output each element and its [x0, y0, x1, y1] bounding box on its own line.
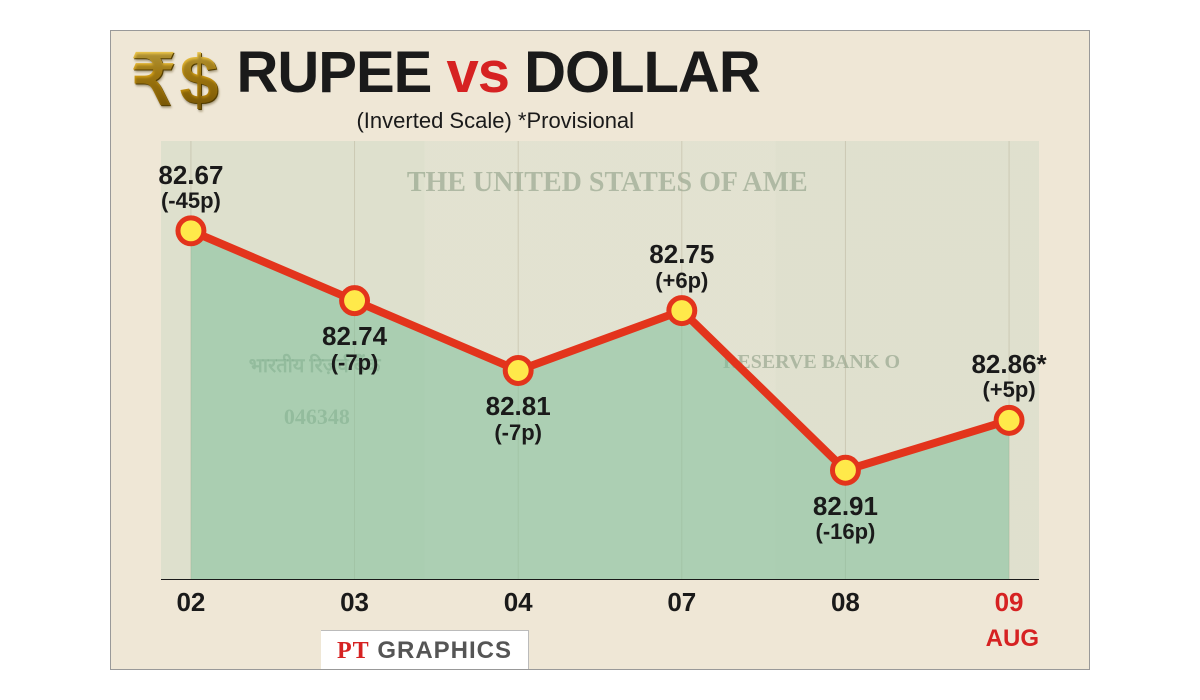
title-part1: RUPEE [236, 40, 431, 105]
header: ₹ $ RUPEE vs DOLLAR (Inverted Scale) *Pr… [131, 39, 1069, 129]
x-tick-label: 07 [667, 587, 696, 618]
value-label: 82.75 [649, 240, 714, 269]
value-label: 82.67 [158, 161, 223, 190]
x-axis-labels: 02 03 04 07 08 09 [161, 587, 1039, 627]
dollar-icon: $ [180, 45, 219, 115]
delta-label: (+5p) [971, 378, 1046, 402]
main-title: RUPEE vs DOLLAR [236, 39, 1069, 106]
x-tick-label: 08 [831, 587, 860, 618]
currency-icons: ₹ $ [131, 39, 218, 115]
data-label: 82.91(-16p) [813, 492, 878, 545]
title-vs: vs [446, 40, 509, 105]
delta-label: (+6p) [649, 269, 714, 293]
delta-label: (-16p) [813, 520, 878, 544]
x-tick-label: 03 [340, 587, 369, 618]
data-label: 82.81(-7p) [486, 392, 551, 445]
chart-plot: THE UNITED STATES OF AMEभारतीय रिज़र्व ब… [161, 141, 1039, 579]
credit-prefix: PT [337, 638, 370, 664]
value-label: 82.86* [971, 350, 1046, 379]
credit-suffix: GRAPHICS [377, 637, 512, 664]
month-label: AUG [986, 625, 1039, 653]
data-label: 82.74(-7p) [322, 322, 387, 375]
x-tick-label: 09 [995, 587, 1024, 618]
value-label: 82.74 [322, 322, 387, 351]
title-block: RUPEE vs DOLLAR (Inverted Scale) *Provis… [236, 39, 1069, 134]
x-tick-label: 04 [504, 587, 533, 618]
x-tick-label: 02 [176, 587, 205, 618]
subtitle: (Inverted Scale) *Provisional [356, 108, 1069, 134]
value-label: 82.91 [813, 492, 878, 521]
credit-badge: PT GRAPHICS [321, 630, 529, 669]
infographic-frame: ₹ $ RUPEE vs DOLLAR (Inverted Scale) *Pr… [110, 30, 1090, 670]
delta-label: (-7p) [322, 351, 387, 375]
data-labels-layer: 82.67(-45p)82.74(-7p)82.81(-7p)82.75(+6p… [161, 141, 1039, 579]
delta-label: (-45p) [158, 189, 223, 213]
rupee-icon: ₹ [131, 45, 176, 115]
data-label: 82.67(-45p) [158, 161, 223, 214]
delta-label: (-7p) [486, 421, 551, 445]
value-label: 82.81 [486, 392, 551, 421]
data-label: 82.75(+6p) [649, 240, 714, 293]
title-part2: DOLLAR [524, 40, 760, 105]
data-label: 82.86*(+5p) [971, 350, 1046, 403]
